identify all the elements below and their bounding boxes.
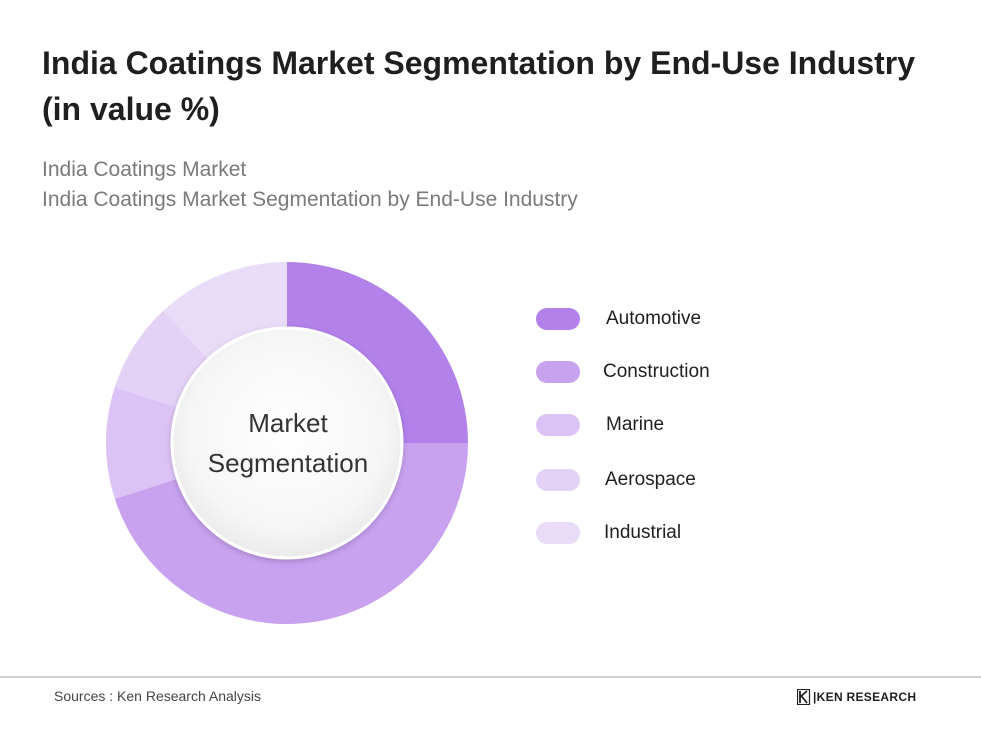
legend-item-marine: Marine — [534, 410, 794, 440]
legend-item-aerospace: Aerospace — [534, 465, 794, 495]
legend-item-construction: Construction — [534, 357, 794, 387]
legend-label-construction: Construction — [603, 361, 710, 382]
subtitle-market: India Coatings Market — [42, 158, 247, 181]
center-label-line-2: Segmentation — [207, 448, 369, 478]
center-label-line-1: Market — [248, 408, 328, 438]
source-note: Sources : Ken Research Analysis — [54, 688, 261, 704]
ken-research-k-icon — [797, 689, 811, 705]
donut-center-disc — [170, 326, 404, 560]
chart-title: India Coatings Market Segmentation by En… — [42, 45, 916, 127]
legend-swatch-automotive — [536, 308, 580, 330]
donut-center-label: Market Segmentation — [188, 403, 388, 483]
legend-label-automotive: Automotive — [606, 308, 702, 329]
legend-label-aerospace: Aerospace — [605, 469, 696, 490]
legend-item-automotive: Automotive — [534, 304, 794, 334]
subtitle-segmentation: India Coatings Market Segmentation by En… — [42, 188, 578, 211]
ken-research-logo: | KEN RESEARCH — [797, 687, 916, 707]
legend-swatch-aerospace — [536, 469, 580, 491]
footer-divider — [0, 676, 981, 678]
legend-swatch-industrial — [536, 522, 580, 544]
legend-label-industrial: Industrial — [604, 522, 682, 543]
legend-label-marine: Marine — [606, 414, 665, 435]
legend-item-industrial: Industrial — [534, 518, 794, 548]
legend-swatch-construction — [536, 361, 580, 383]
brand-name: KEN RESEARCH — [816, 690, 917, 704]
legend-swatch-marine — [536, 414, 580, 436]
brand-text: | — [813, 690, 817, 704]
